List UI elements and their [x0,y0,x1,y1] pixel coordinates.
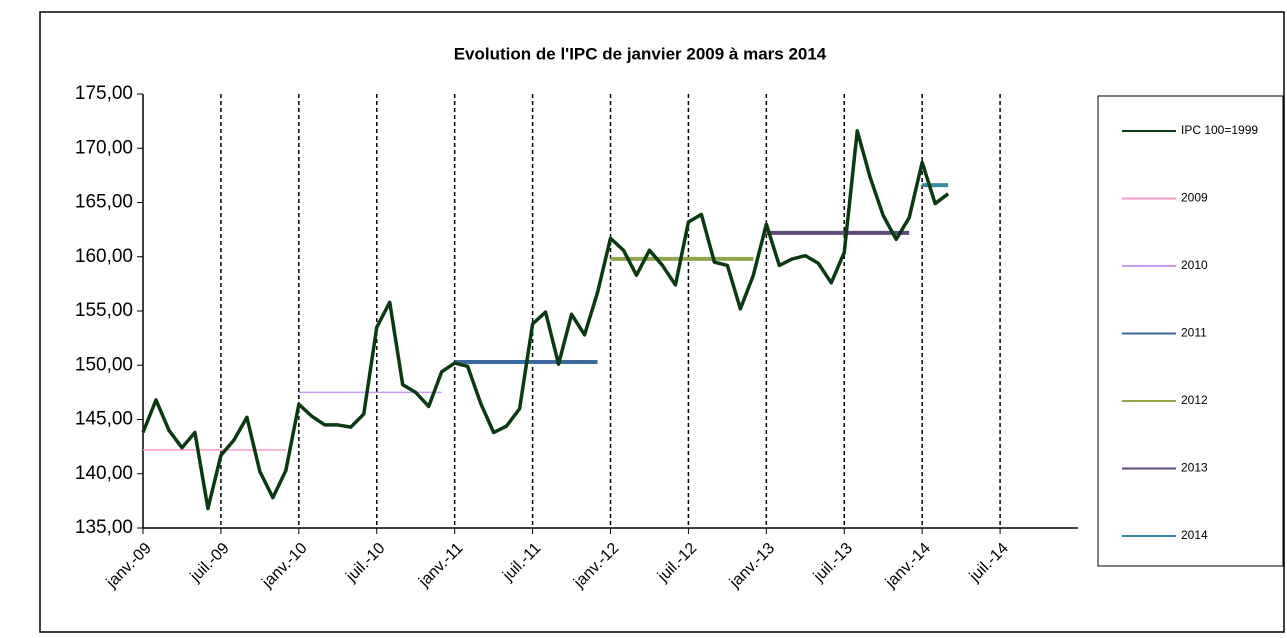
y-tick-label: 160,00 [75,246,133,267]
series-line [141,129,950,511]
y-tick-label: 170,00 [75,137,133,158]
legend-label: 2010 [1181,258,1208,272]
y-tick-label: 135,00 [75,517,133,538]
legend-label: IPC 100=1999 [1181,123,1258,137]
y-tick-label: 150,00 [75,354,133,375]
chart-border [39,11,1285,633]
chart-title: Evolution de l'IPC de janvier 2009 à mar… [454,44,827,63]
y-tick-label: 175,00 [75,83,133,104]
y-tick-label: 145,00 [75,409,133,430]
legend-label: 2012 [1181,393,1208,407]
legend-label: 2013 [1181,461,1208,475]
y-tick-label: 155,00 [75,300,133,321]
legend-box [1097,95,1284,567]
legend-label: 2011 [1181,326,1207,340]
legend-label: 2014 [1181,528,1208,542]
y-tick-label: 140,00 [75,463,133,484]
y-tick-label: 165,00 [75,192,133,213]
legend-label: 2009 [1181,191,1208,205]
